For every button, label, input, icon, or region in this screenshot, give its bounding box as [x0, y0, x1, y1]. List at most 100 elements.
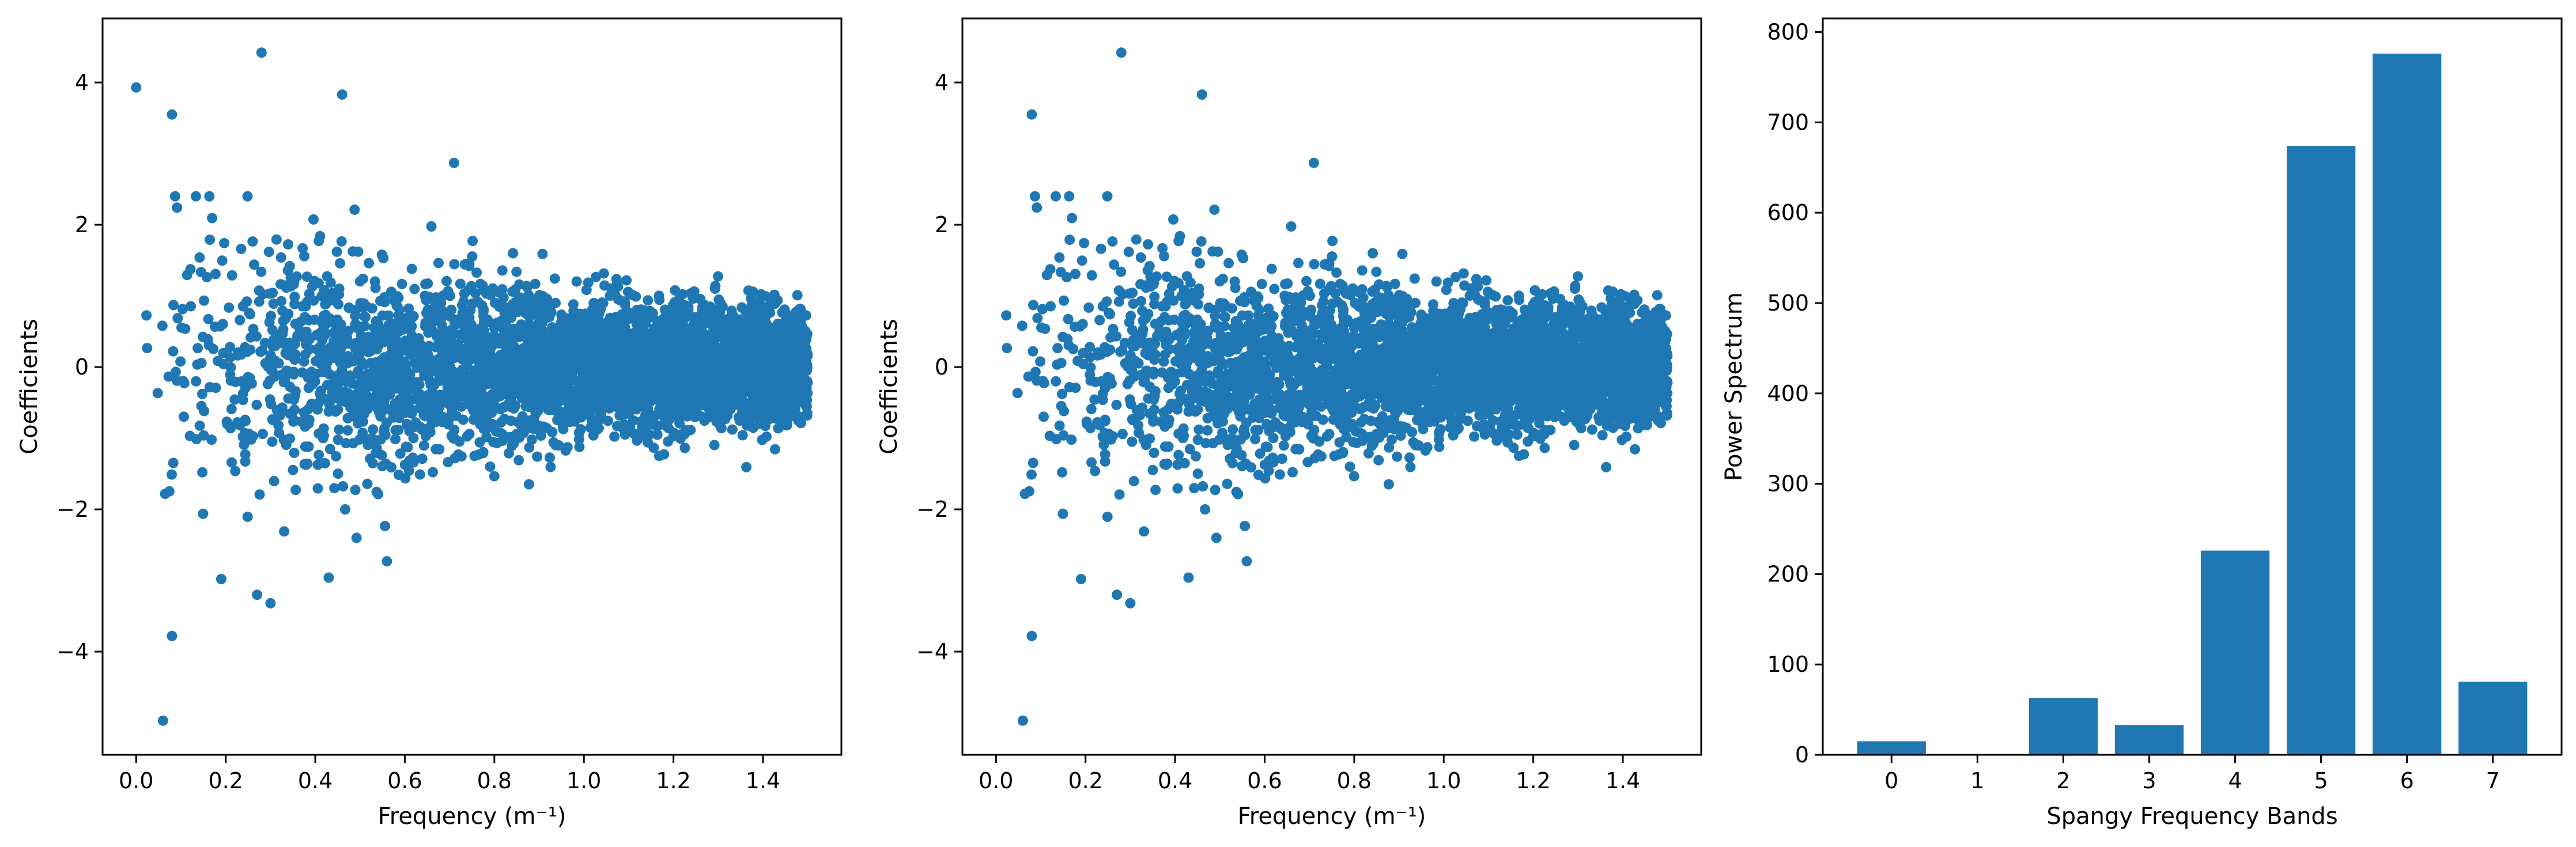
scatter-point — [232, 417, 243, 428]
scatter-point — [229, 394, 240, 405]
scatter-point — [497, 429, 508, 440]
scatter-point — [319, 311, 329, 321]
scatter-point — [647, 312, 658, 323]
scatter-point — [421, 404, 432, 415]
scatter-point — [386, 286, 396, 297]
scatter-point — [226, 457, 237, 468]
scatter-point — [207, 213, 218, 224]
scatter-point — [194, 252, 205, 263]
scatter-point — [334, 283, 345, 294]
scatter-point — [478, 345, 489, 356]
scatter-point — [668, 431, 679, 442]
scatter-point — [638, 358, 649, 368]
scatter-point — [662, 380, 673, 391]
scatter-point — [331, 246, 342, 257]
scatter-point — [719, 378, 730, 388]
scatter-point — [792, 290, 803, 301]
scatter-point — [633, 347, 644, 358]
scatter-point — [489, 399, 500, 410]
scatter-point — [769, 354, 780, 365]
scatter-point — [254, 285, 265, 296]
scatter-point — [621, 275, 632, 286]
scatter-point — [566, 323, 577, 334]
scatter-point — [301, 459, 312, 470]
scatter-point — [319, 328, 330, 339]
scatter-point — [141, 310, 152, 321]
scatter-point — [643, 295, 654, 306]
scatter-point — [801, 398, 811, 409]
scatter-point — [584, 327, 595, 338]
scatter-point — [434, 444, 445, 455]
scatter-point — [639, 388, 650, 399]
scatter-point — [594, 403, 604, 414]
scatter-point — [351, 532, 362, 543]
scatter-point — [716, 351, 727, 362]
scatter-point — [406, 321, 417, 332]
scatter-point — [247, 236, 258, 247]
scatter-point — [496, 417, 507, 428]
scatter-point — [1233, 489, 1244, 500]
scatter-point — [666, 356, 677, 367]
scatter-point — [338, 481, 349, 491]
scatter-point — [288, 464, 299, 475]
scatter-point — [172, 313, 183, 324]
scatter-point — [741, 462, 752, 472]
scatter-point — [300, 349, 311, 360]
scatter-point — [548, 380, 559, 391]
scatter-point — [378, 253, 389, 263]
scatter-point — [276, 296, 287, 307]
scatter-point — [521, 400, 532, 411]
scatter-point — [417, 453, 428, 464]
scatter-point — [409, 377, 419, 388]
scatter-point — [795, 311, 806, 322]
scatter-point — [242, 191, 253, 202]
scatter-point — [240, 342, 250, 353]
scatter-point — [1173, 449, 1184, 460]
scatter-point — [521, 281, 532, 292]
scatter-point — [409, 283, 420, 294]
scatter-point — [401, 441, 411, 452]
scatter-point — [242, 511, 253, 522]
scatter-point — [802, 410, 813, 421]
scatter-point — [779, 353, 790, 364]
scatter-point — [390, 434, 401, 445]
scatter-point — [520, 376, 531, 387]
scatter-point — [278, 324, 289, 335]
scatter-point — [537, 248, 548, 259]
scatter-point — [256, 47, 267, 58]
scatter-point — [303, 383, 314, 394]
scatter-point — [764, 327, 775, 338]
y-axis-label-left: Coefficients — [16, 319, 43, 454]
scatter-point — [508, 248, 519, 259]
scatter-point — [208, 343, 219, 354]
scatter-point — [599, 384, 610, 395]
scatter-point — [638, 327, 649, 338]
scatter-point — [510, 284, 521, 295]
scatter-point — [225, 369, 236, 380]
scatter-point — [603, 346, 614, 357]
scatter-point — [1384, 442, 1395, 453]
scatter-point — [453, 449, 464, 460]
scatter-point — [675, 364, 686, 375]
scatter-point — [210, 383, 221, 393]
scatter-point — [750, 326, 761, 337]
scatter-point — [287, 342, 298, 353]
scatter-point — [175, 356, 186, 367]
scatter-point — [448, 432, 459, 443]
scatter-point — [574, 428, 585, 439]
scatter-point — [467, 236, 478, 247]
scatter-point — [547, 427, 558, 437]
scatter-point — [226, 403, 237, 414]
scatter-point — [464, 429, 475, 440]
x-tick-label: 0.8 — [477, 768, 512, 793]
scatter-point — [322, 380, 333, 391]
scatter-point — [348, 411, 358, 422]
scatter-point — [531, 320, 542, 331]
scatter-point — [773, 407, 784, 418]
scatter-point — [382, 556, 392, 567]
scatter-point — [267, 340, 278, 351]
scatter-point — [535, 302, 546, 313]
scatter-point — [198, 430, 209, 441]
